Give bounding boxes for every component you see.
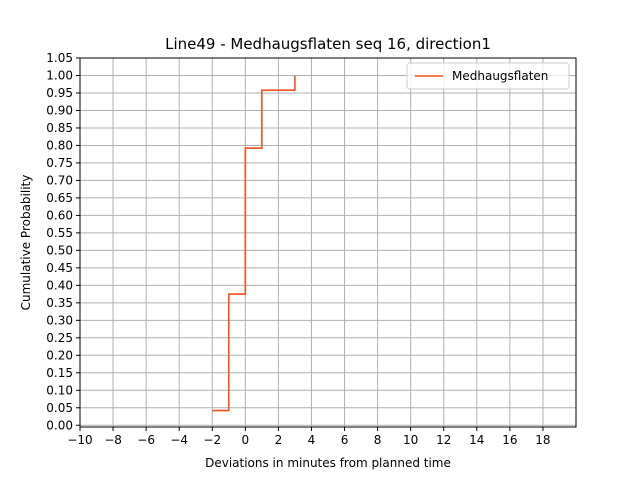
y-tick-label: 0.65 — [46, 191, 73, 205]
y-tick-label: 0.80 — [46, 138, 73, 152]
y-tick-label: 0.55 — [46, 226, 73, 240]
y-axis-label: Cumulative Probability — [19, 175, 33, 311]
y-tick-label: 0.95 — [46, 86, 73, 100]
y-tick-label: 0.45 — [46, 261, 73, 275]
x-tick-label: −10 — [67, 433, 92, 447]
x-tick-label: −4 — [170, 433, 188, 447]
y-tick-label: 0.50 — [46, 243, 73, 257]
x-tick-label: −6 — [137, 433, 155, 447]
x-tick-label: −2 — [203, 433, 221, 447]
series-layer — [212, 75, 296, 412]
x-tick-label: 16 — [502, 433, 517, 447]
legend: Medhaugsflaten — [406, 62, 570, 90]
y-tick-label: 0.40 — [46, 278, 73, 292]
x-tick-label: 2 — [275, 433, 283, 447]
x-tick-label: 10 — [403, 433, 418, 447]
y-tick-label: 0.85 — [46, 121, 73, 135]
x-tick-label: 18 — [535, 433, 550, 447]
y-axis-ticks: 0.00 0.05 0.10 0.15 0.20 0.25 0.30 0.35 0.40 0.45… — [46, 51, 80, 432]
x-tick-label: 6 — [341, 433, 349, 447]
x-tick-label: −8 — [104, 433, 122, 447]
y-tick-label: 0.10 — [46, 383, 73, 397]
y-tick-label: 0.35 — [46, 296, 73, 310]
y-tick-label: 0.05 — [46, 401, 73, 415]
series-line-medhaugsflaten — [212, 75, 296, 412]
y-tick-label: 0.75 — [46, 156, 73, 170]
y-tick-label: 1.00 — [46, 68, 73, 82]
y-tick-label: 0.30 — [46, 313, 73, 327]
y-tick-label: 1.05 — [46, 51, 73, 65]
chart-title: Line49 - Medhaugsflaten seq 16, directio… — [165, 35, 491, 53]
x-axis-label: Deviations in minutes from planned time — [205, 456, 451, 470]
x-tick-label: 14 — [469, 433, 484, 447]
x-tick-label: 12 — [436, 433, 451, 447]
y-tick-label: 0.15 — [46, 366, 73, 380]
y-tick-label: 0.70 — [46, 173, 73, 187]
legend-box — [406, 62, 570, 90]
plot-frame — [79, 57, 577, 428]
y-tick-label: 0.00 — [46, 418, 73, 432]
legend-label: Medhaugsflaten — [452, 69, 548, 83]
x-tick-label: 0 — [242, 433, 250, 447]
x-tick-label: 8 — [374, 433, 382, 447]
x-axis-ticks: −10 −8 −6 −4 −2 0 2 4 6 8 10 12 14 16 18 — [67, 427, 551, 447]
y-tick-label: 0.60 — [46, 208, 73, 222]
y-tick-label: 0.25 — [46, 331, 73, 345]
y-tick-label: 0.20 — [46, 348, 73, 362]
x-tick-label: 4 — [308, 433, 316, 447]
y-tick-label: 0.90 — [46, 103, 73, 117]
